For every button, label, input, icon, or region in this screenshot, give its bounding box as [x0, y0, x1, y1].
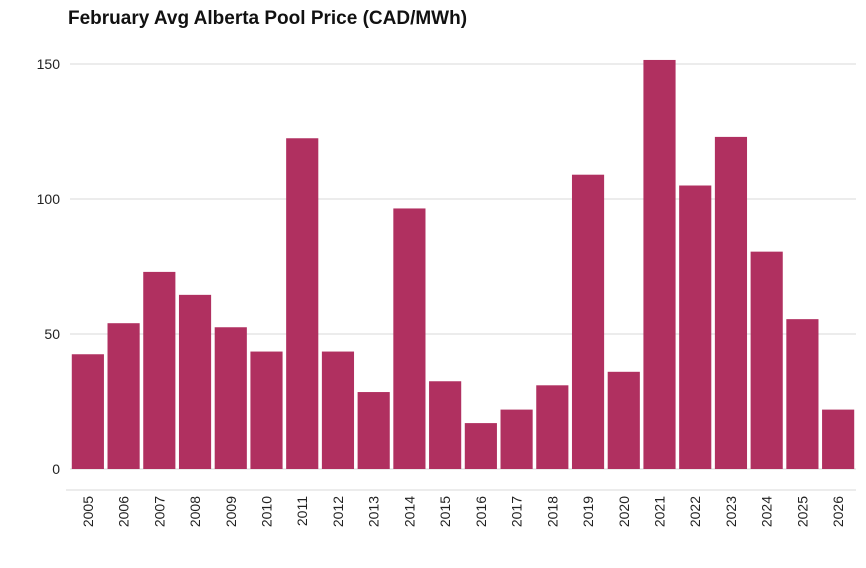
bar: [107, 323, 140, 469]
bar: [214, 327, 247, 469]
x-tick-label: 2026: [830, 496, 846, 527]
x-tick-label: 2015: [437, 496, 453, 527]
bar: [286, 138, 319, 469]
bar: [321, 351, 355, 469]
bar: [250, 351, 283, 469]
bar: [357, 392, 390, 469]
bar: [536, 385, 569, 469]
x-tick-label: 2006: [116, 496, 132, 527]
y-tick-label: 150: [37, 56, 61, 72]
x-tick-label: 2008: [187, 496, 203, 527]
bars: [71, 59, 855, 469]
bar: [464, 423, 497, 469]
bar: [750, 251, 783, 469]
bar: [822, 409, 855, 469]
x-tick-label: 2018: [544, 496, 560, 527]
x-tick-label: 2011: [294, 496, 310, 526]
x-tick-label: 2009: [223, 496, 239, 527]
x-tick-label: 2023: [723, 496, 739, 527]
bar: [143, 271, 176, 469]
bar: [571, 174, 605, 469]
bar: [643, 59, 676, 469]
x-tick-label: 2024: [759, 496, 775, 527]
y-tick-label: 50: [44, 326, 60, 342]
x-tick-label: 2019: [580, 496, 596, 527]
x-tick-label: 2016: [473, 496, 489, 527]
x-tick-label: 2025: [794, 496, 810, 527]
x-tick-label: 2017: [509, 496, 525, 527]
bar: [679, 185, 712, 469]
bar: [429, 381, 462, 469]
x-tick-label: 2021: [652, 496, 668, 527]
y-axis: 0 50 100 150: [37, 56, 61, 477]
bar: [714, 136, 748, 469]
bar: [786, 319, 819, 469]
x-tick-label: 2010: [259, 496, 275, 527]
x-tick-label: 2005: [80, 496, 96, 527]
x-tick-label: 2012: [330, 496, 346, 527]
bar: [607, 371, 640, 469]
bar: [178, 294, 212, 469]
x-tick-label: 2020: [616, 496, 632, 527]
bar: [71, 354, 104, 469]
bar: [393, 208, 426, 469]
x-axis: 2005 2006 2007 2008 2009 2010 2011 2012 2013 2014…: [66, 489, 856, 527]
x-tick-label: 2007: [151, 496, 167, 527]
x-tick-label: 2013: [366, 496, 382, 527]
x-tick-label: 2022: [687, 496, 703, 527]
bar: [500, 409, 533, 469]
x-tick-label: 2014: [401, 496, 417, 527]
chart-title: February Avg Alberta Pool Price (CAD/MWh…: [68, 8, 468, 29]
y-tick-label: 100: [37, 191, 61, 207]
y-tick-label: 0: [52, 461, 60, 477]
